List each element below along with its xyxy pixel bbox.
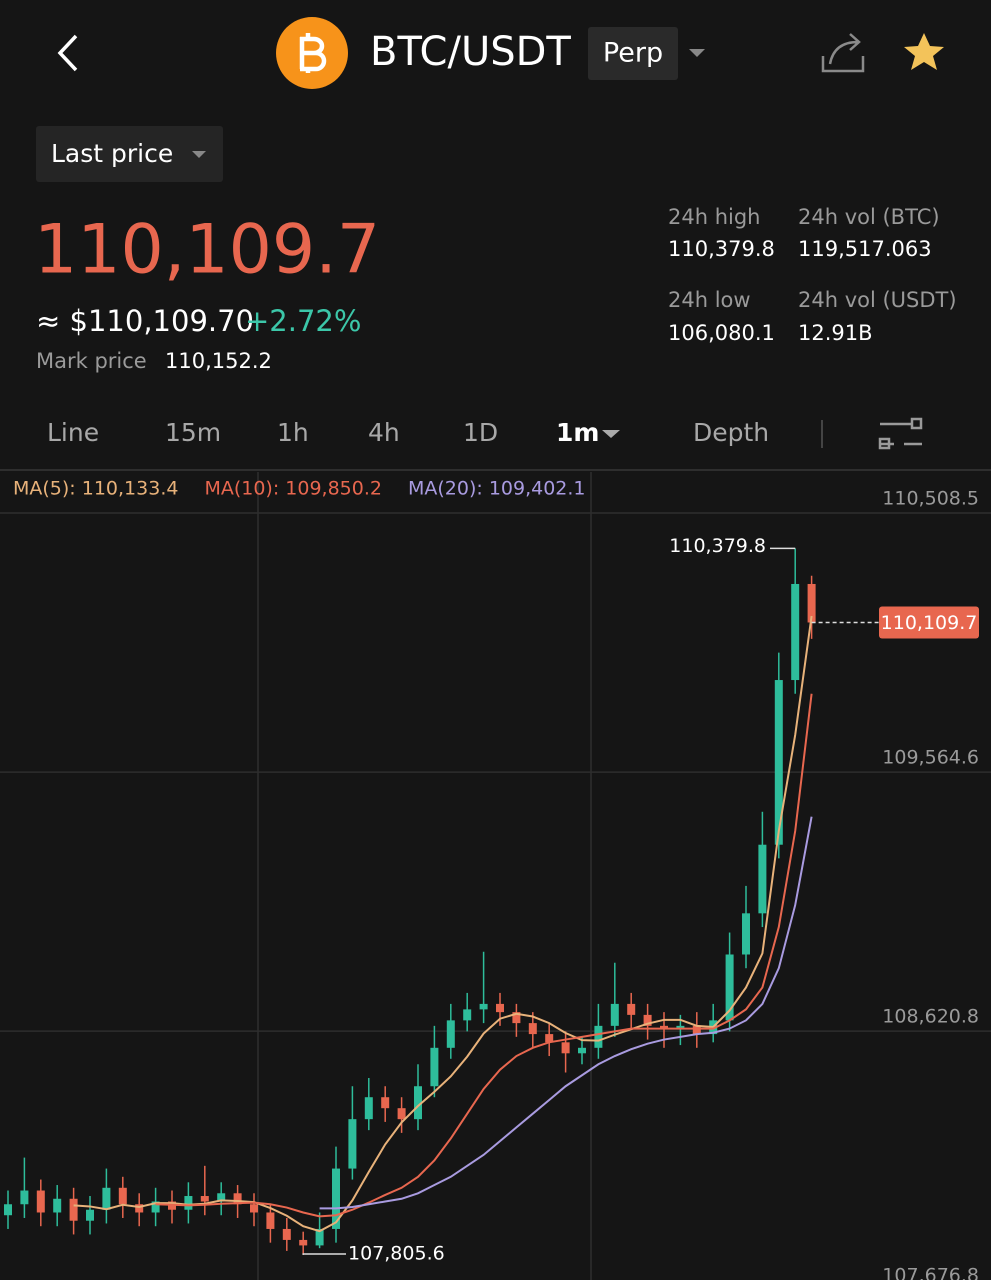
y-tick-label: 108,620.8 [882,1006,979,1028]
candle-body [610,1003,619,1026]
candle-body [299,1239,308,1246]
candle-body [69,1198,78,1221]
usd-price: ≈ $110,109.70 [36,304,254,338]
tab[interactable]: 1D [463,418,498,447]
legend-entry: MA(5): 110,133.4 [13,478,178,500]
low-label: 107,805.6 [348,1243,445,1265]
price-change: +2.72% [245,304,361,338]
tab[interactable]: Depth [693,418,769,447]
dropdown-caret[interactable] [192,151,206,158]
stat-value: 119,517.063 [798,237,932,261]
price-mode[interactable]: Last price [51,139,173,168]
last-price-label: 110,109.7 [881,612,978,634]
candle-body [36,1190,45,1213]
candle-body [660,1025,668,1029]
y-tick-label: 109,564.6 [882,747,979,769]
candle-body [184,1196,193,1210]
share-button[interactable] [821,33,865,73]
candle-body [578,1047,586,1054]
candle-body [250,1204,258,1213]
high-label: 110,379.8 [669,535,766,557]
candle-body [528,1023,537,1035]
ma-line [155,693,813,1218]
contract-type[interactable]: Perp [603,38,663,69]
candle-body [118,1187,127,1205]
candle-body [561,1042,570,1054]
legend-entry: MA(10): 109,850.2 [204,478,382,500]
mark-price: 110,152.2 [165,349,272,373]
candle-body [479,1003,488,1010]
candle-body [545,1034,554,1043]
tab[interactable]: Line [47,418,99,447]
candle-body [643,1014,652,1026]
stat-label: 24h low [668,288,751,312]
candle-body [217,1193,226,1202]
candle-body [496,1003,504,1013]
symbol: BTC/USDT [370,29,571,75]
mark-price-label: Mark price [36,349,147,373]
candle-body [53,1198,62,1213]
candle-body [332,1168,340,1229]
candle-body [86,1209,94,1221]
back-button[interactable] [57,34,78,72]
candle-body [627,1003,636,1015]
dropdown-caret[interactable] [689,49,705,57]
candle-body [807,583,816,623]
candle-body [4,1204,12,1216]
last-price-tag [879,606,979,639]
ma-line [73,615,813,1233]
y-tick-label: 110,508.5 [882,488,979,510]
candle-body [102,1187,111,1210]
candle-body [430,1047,439,1087]
last-price: 110,109.7 [34,211,380,290]
tab[interactable]: 4h [368,418,400,447]
candle-body [758,844,767,914]
stat-value: 110,379.8 [668,237,775,261]
candle-body [414,1086,422,1120]
candle-body [20,1190,29,1205]
candle-body [725,954,734,1021]
coin-icon [276,17,348,89]
candle-body [742,913,750,955]
legend-entry: MA(20): 109,402.1 [408,478,586,500]
candle-body [348,1119,357,1169]
stat-label: 24h vol (USDT) [798,288,957,312]
low-leader [302,1253,346,1255]
price-mode-selector[interactable] [36,126,223,182]
candle-body [594,1025,603,1048]
dropdown-caret[interactable] [602,430,620,438]
candle-body [233,1193,242,1205]
chart-settings[interactable] [878,417,923,450]
tab[interactable]: 15m [165,418,221,447]
stat-label: 24h high [668,205,761,229]
stat-value: 106,080.1 [668,321,775,345]
candle-body [446,1020,455,1048]
candle-body [200,1196,209,1202]
candle-body [791,583,800,681]
y-tick-label: 107,676.8 [882,1265,979,1280]
stat-label: 24h vol (BTC) [798,205,940,229]
kline-chart: 110,508.5 109,564.6 108,620.8 107,676.8 MA(5… [0,478,991,1280]
candle-body [397,1108,406,1120]
candle-body [512,1012,521,1024]
candle-body [692,1025,701,1035]
candle-body [135,1204,144,1213]
contract-badge[interactable] [588,27,678,80]
candle-body [364,1097,373,1120]
candle-body [315,1228,324,1246]
candle-body [151,1201,160,1213]
candle-body [676,1025,685,1029]
candle-body [463,1009,472,1021]
tab-active[interactable]: 1m [556,418,599,447]
candle-body [266,1212,275,1229]
ma-line [319,816,813,1210]
candle-body [282,1228,291,1240]
tab[interactable]: 1h [277,418,309,447]
candle-body [381,1097,390,1109]
favorite-star[interactable] [904,33,944,70]
candle-body [774,680,783,845]
stat-value: 12.91B [798,321,873,345]
